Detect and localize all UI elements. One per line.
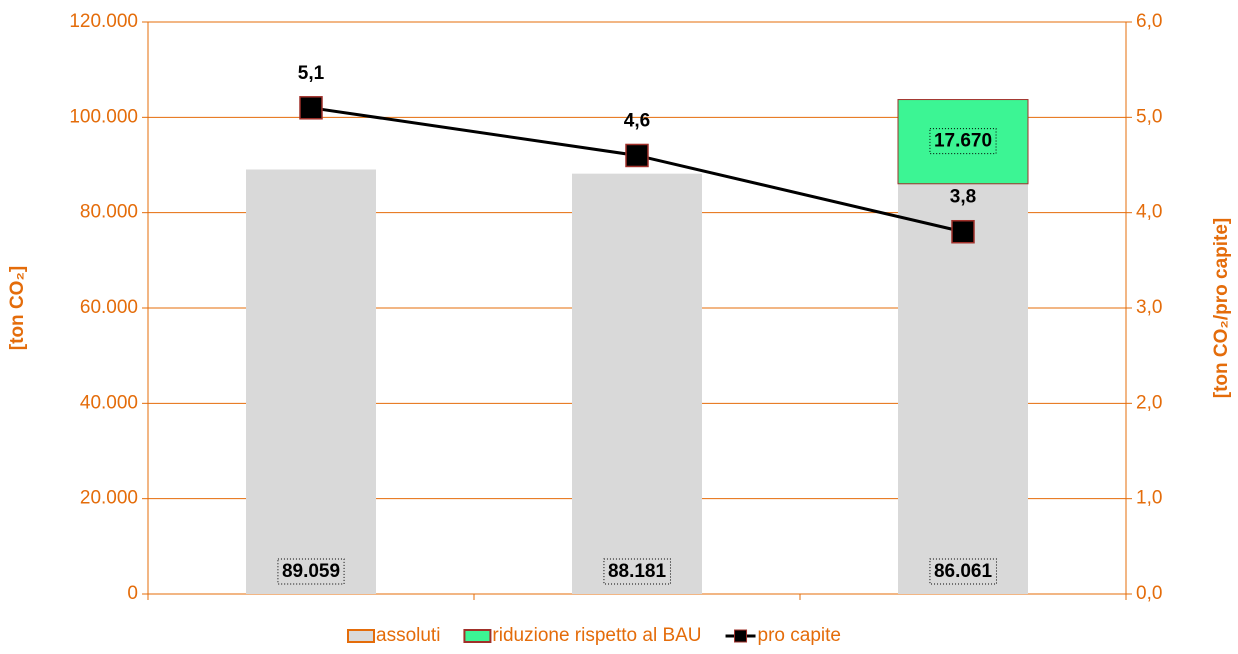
value-label-box [603, 558, 671, 585]
y2-tick-label: 4,0 [1136, 202, 1162, 223]
y-axis-title: [ton CO₂] [7, 266, 28, 350]
y-tick-label: 0 [127, 583, 138, 604]
legend-swatch [347, 629, 375, 643]
y-tick-label: 60.000 [80, 297, 138, 318]
y-tick-label: 120.000 [69, 11, 138, 32]
marker [951, 219, 975, 244]
legend-label: assoluti [376, 625, 440, 646]
y2-tick-label: 5,0 [1136, 106, 1162, 127]
bar [246, 169, 376, 595]
y2-tick-label: 3,0 [1136, 297, 1162, 318]
bar [572, 173, 702, 594]
y-tick-label: 20.000 [80, 488, 138, 509]
y-tick-label: 100.000 [69, 106, 138, 127]
y2-tick-label: 2,0 [1136, 392, 1162, 413]
value-label-box [277, 558, 345, 585]
legend-marker [734, 629, 748, 643]
value-label: 5,1 [298, 63, 325, 84]
value-label: 4,6 [624, 110, 650, 131]
bar [898, 183, 1028, 595]
legend-label: pro capite [758, 625, 841, 646]
marker [625, 143, 649, 168]
y2-tick-label: 0,0 [1136, 583, 1162, 604]
y2-axis-title: [ton CO₂/pro capite] [1211, 218, 1232, 399]
value-label-box [929, 558, 997, 585]
y-tick-label: 40.000 [80, 392, 138, 413]
legend-swatch [463, 629, 492, 643]
value-label: 3,8 [950, 187, 976, 208]
marker [299, 96, 323, 120]
value-label: 89.059 [282, 561, 340, 582]
y2-tick-label: 1,0 [1136, 488, 1162, 509]
y-tick-label: 80.000 [80, 202, 138, 223]
value-label: 86.061 [934, 561, 993, 582]
y2-tick-label: 6,0 [1136, 11, 1162, 32]
value-label-box [929, 128, 997, 155]
value-label: 88.181 [608, 561, 667, 582]
value-label: 17.670 [934, 131, 992, 152]
legend-label: riduzione rispetto al BAU [492, 625, 701, 646]
